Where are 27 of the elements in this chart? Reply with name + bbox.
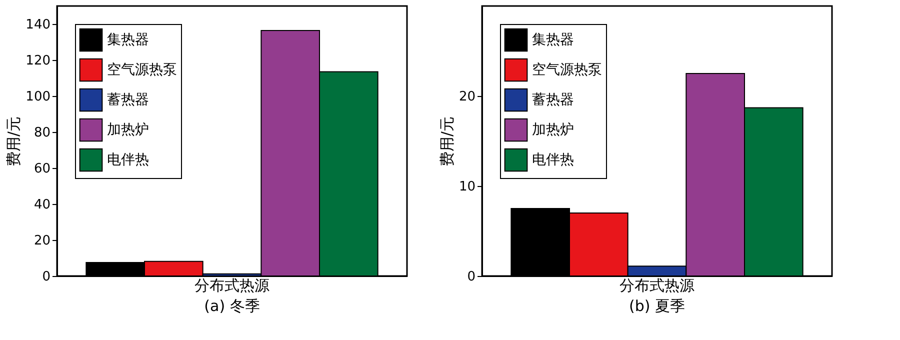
y-tick-label: 80 — [34, 126, 50, 140]
y-tick-label: 10 — [458, 180, 476, 194]
y-tick-label: 100 — [26, 90, 50, 104]
y-axis-title: 费用/元 — [4, 116, 23, 167]
legend-label: 加热炉 — [107, 122, 149, 138]
legend-label: 蓄热器 — [532, 92, 574, 108]
legend-label: 电伴热 — [532, 152, 574, 168]
y-tick-label: 40 — [34, 198, 50, 212]
legend-label: 加热炉 — [532, 122, 574, 138]
y-axis-title: 费用/元 — [438, 116, 456, 167]
text: (b) 夏季 — [629, 297, 685, 315]
text: (a) 冬季 — [204, 297, 260, 315]
x-tick-label: 分布式热源 — [620, 276, 694, 294]
y-tick-label: 120 — [26, 54, 50, 68]
legend-label: 集热器 — [107, 32, 149, 48]
y-tick-label: 20 — [458, 90, 476, 104]
legend-label: 蓄热器 — [107, 92, 149, 108]
y-tick-label: 140 — [26, 18, 50, 32]
legend-label: 集热器 — [532, 32, 574, 48]
legend-label: 空气源热泵 — [532, 62, 602, 78]
legend-label: 电伴热 — [107, 152, 149, 168]
y-tick-label: 0 — [467, 270, 476, 284]
y-tick-label: 20 — [34, 234, 50, 248]
legend-label: 空气源热泵 — [107, 62, 177, 78]
x-tick-label: 分布式热源 — [194, 276, 270, 294]
y-tick-label: 60 — [34, 162, 50, 176]
y-tick-label: 0 — [42, 270, 50, 284]
